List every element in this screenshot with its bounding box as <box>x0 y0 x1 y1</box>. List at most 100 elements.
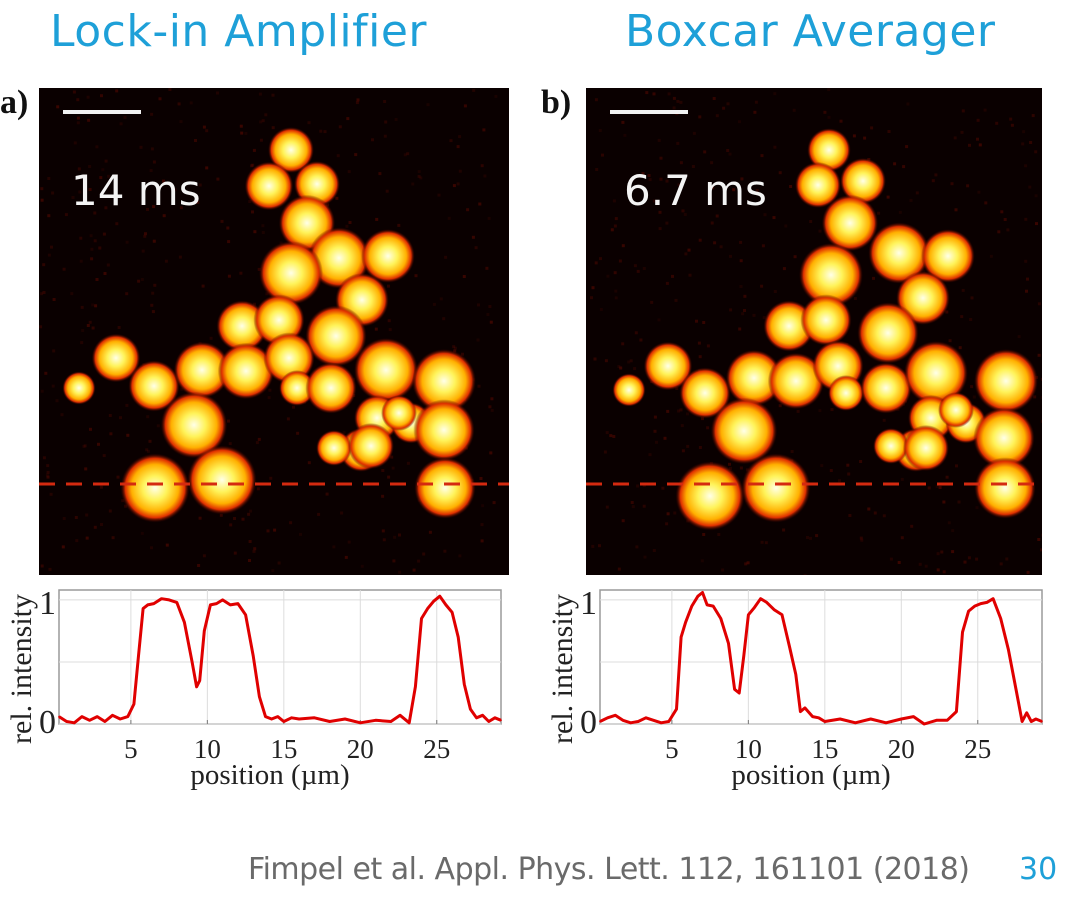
data-point <box>104 720 106 723</box>
particle <box>413 399 475 461</box>
data-point <box>1041 720 1043 723</box>
particle <box>268 127 314 173</box>
data-point <box>276 715 279 718</box>
data-point <box>781 614 783 616</box>
data-point <box>799 710 802 713</box>
particle <box>741 453 811 523</box>
data-point <box>390 720 392 723</box>
data-point <box>986 601 988 604</box>
data-point <box>720 617 722 620</box>
data-point <box>839 718 841 720</box>
data-point <box>637 720 640 723</box>
data-point <box>817 716 820 719</box>
data-point <box>487 720 490 723</box>
intensity-profile-chart-b: 5 10 15 20 25 0 1 position (µm) rel. intensity <box>546 585 1043 791</box>
data-point <box>344 718 346 720</box>
data-point <box>759 597 762 600</box>
data-point <box>747 614 750 616</box>
data-point <box>203 630 206 632</box>
particle <box>244 161 294 211</box>
data-point <box>252 654 255 657</box>
data-point <box>408 721 411 724</box>
data-point <box>824 720 826 723</box>
data-point <box>614 714 617 717</box>
particle <box>873 428 909 464</box>
particle <box>974 457 1036 519</box>
data-point <box>1035 718 1037 720</box>
data-point <box>481 714 484 717</box>
data-point <box>660 721 662 724</box>
data-point <box>742 654 745 657</box>
data-point <box>992 597 994 600</box>
data-point <box>980 602 982 605</box>
data-point <box>690 605 693 607</box>
particle <box>903 425 949 471</box>
data-point <box>195 685 198 688</box>
x-tick-label: 20 <box>347 734 374 764</box>
particle-image-b <box>586 88 1042 575</box>
fluorescence-image-b: 6.7 ms <box>586 88 1042 575</box>
particle <box>361 229 415 283</box>
y-axis-label: rel. intensity <box>5 594 38 744</box>
plot-frame <box>58 589 502 725</box>
data-point <box>432 600 435 602</box>
data-point <box>788 646 791 648</box>
particle <box>840 158 886 204</box>
particles <box>62 127 476 523</box>
data-point <box>133 703 135 705</box>
particle <box>643 341 693 391</box>
data-point <box>606 716 609 719</box>
data-point <box>469 708 472 710</box>
data-point <box>885 721 887 724</box>
particle <box>938 392 974 428</box>
particle <box>860 362 912 414</box>
data-point <box>290 716 293 719</box>
data-point <box>451 611 453 614</box>
scale-bar-b <box>610 110 688 114</box>
particle <box>348 423 394 469</box>
data-point <box>160 597 163 600</box>
data-point <box>229 604 232 606</box>
data-point <box>727 642 730 645</box>
data-point <box>183 621 186 624</box>
particle <box>868 222 930 284</box>
particle <box>795 162 841 208</box>
data-point <box>675 708 678 710</box>
data-point <box>712 605 714 607</box>
particles <box>612 128 1038 531</box>
data-point <box>96 715 99 718</box>
data-point <box>1015 688 1017 691</box>
data-point <box>457 636 459 638</box>
data-point <box>967 610 970 612</box>
particle <box>217 342 275 400</box>
x-tick-label: 25 <box>964 734 991 764</box>
data-point <box>773 609 776 611</box>
citation: Fimpel et al. Appl. Phys. Lett. 112, 161… <box>248 852 970 887</box>
particle <box>62 371 96 405</box>
data-point <box>955 710 958 713</box>
particle <box>828 375 864 411</box>
plot-frame <box>599 589 1043 725</box>
data-point <box>175 601 178 604</box>
particle <box>921 229 975 283</box>
data-point <box>738 692 740 694</box>
data-point <box>283 720 285 723</box>
data-point <box>923 723 926 725</box>
data-point <box>668 720 670 723</box>
data-point <box>374 719 377 722</box>
particle <box>279 370 315 406</box>
particle <box>675 461 745 531</box>
data-point <box>753 606 756 609</box>
data-point <box>912 715 915 718</box>
data-point <box>258 695 261 698</box>
data-point <box>215 602 218 605</box>
data-point <box>706 604 708 606</box>
data-point <box>153 602 155 605</box>
particle <box>612 373 646 407</box>
particle <box>679 367 731 419</box>
x-tick-label: 15 <box>270 734 297 764</box>
data-point <box>168 599 170 601</box>
particle <box>91 333 141 383</box>
particle <box>316 430 352 466</box>
particle <box>807 128 851 172</box>
